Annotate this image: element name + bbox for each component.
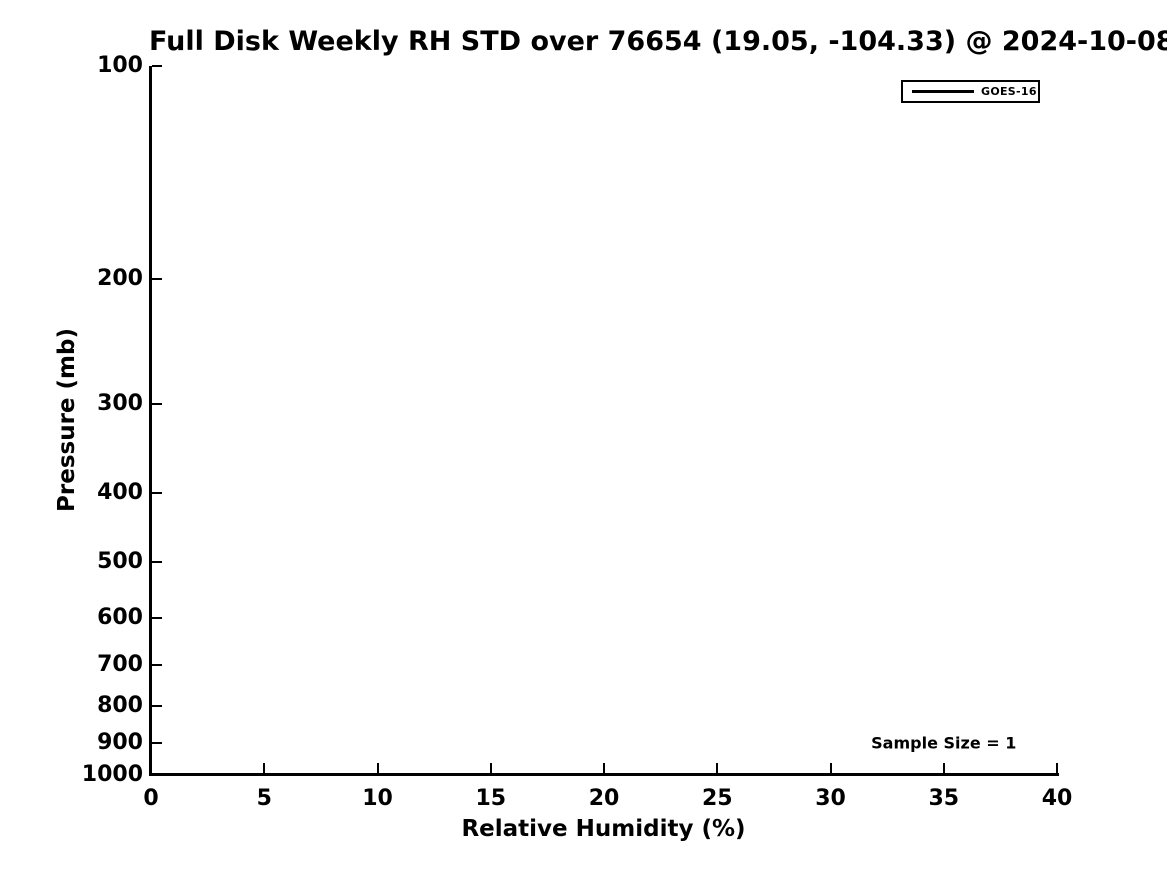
x-axis-spine [149,773,1059,776]
y-tick [152,741,162,744]
y-tick-label: 800 [97,693,143,719]
x-tick [829,763,832,773]
x-tick [376,763,379,773]
x-tick [489,763,492,773]
y-tick [152,560,162,563]
legend-line-sample [912,90,974,93]
x-tick-label: 40 [1041,786,1073,811]
x-tick-label: 25 [701,786,733,811]
y-tick [152,403,162,406]
plot-area [152,66,1057,773]
y-tick-label: 1000 [81,762,143,787]
y-tick-label: 900 [97,729,143,755]
x-axis-label: Relative Humidity (%) [461,816,746,842]
x-tick-label: 35 [928,786,960,811]
sample-size-annotation: Sample Size = 1 [871,733,1017,753]
legend: GOES-16 [901,80,1040,103]
x-tick-label: 10 [362,786,393,811]
x-tick [716,763,719,773]
y-tick-label: 600 [97,604,143,630]
y-tick [152,491,162,494]
x-tick-label: 20 [588,786,620,811]
chart-title: Full Disk Weekly RH STD over 76654 (19.0… [149,26,1167,57]
y-tick [152,774,162,776]
y-axis-spine [149,66,152,776]
y-tick [152,664,162,667]
y-tick-label: 700 [97,652,143,678]
y-tick-label: 100 [97,53,143,78]
x-tick [942,763,945,773]
x-tick [263,763,266,773]
y-tick-label: 500 [97,548,143,574]
x-tick-label: 15 [475,786,507,811]
y-tick [152,705,162,708]
x-tick-label: 5 [256,786,272,811]
x-tick-label: 0 [143,786,159,811]
x-tick [1056,763,1058,773]
x-tick [150,763,152,773]
legend-label: GOES-16 [981,85,1037,98]
y-tick-label: 200 [97,266,143,292]
y-tick [152,278,162,281]
y-tick [152,616,162,619]
y-tick [152,65,162,67]
x-tick-label: 30 [815,786,846,811]
x-tick [603,763,605,773]
y-tick-label: 400 [97,479,143,505]
y-tick-label: 300 [97,391,143,417]
